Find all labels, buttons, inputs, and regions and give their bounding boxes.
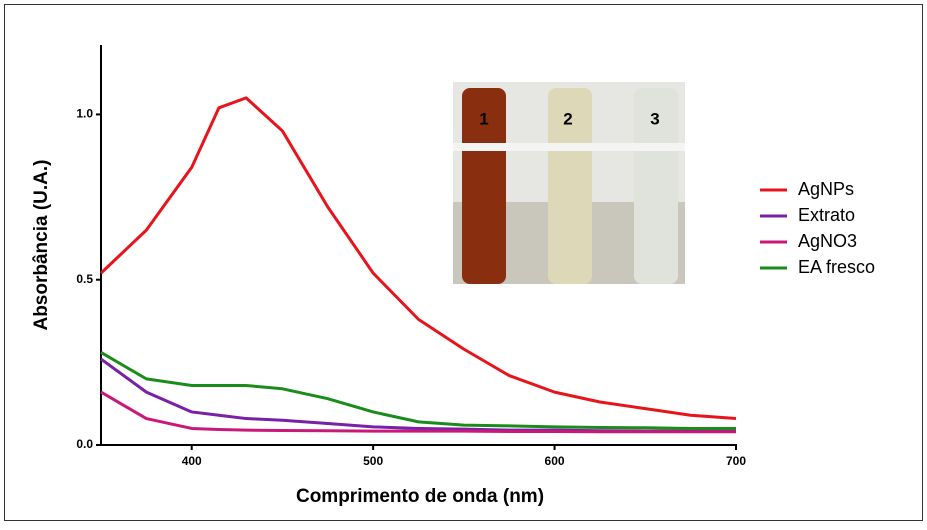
series-line <box>99 96 737 421</box>
inset-label: 2 <box>563 109 572 128</box>
x-tick-label: 600 <box>545 454 565 468</box>
legend-label: Extrato <box>798 205 855 225</box>
inset-label: 3 <box>650 109 659 128</box>
y-tick-label: 0.0 <box>76 437 93 451</box>
legend-label: EA fresco <box>798 257 875 277</box>
series-line <box>100 390 736 434</box>
inset-label: 1 <box>479 109 488 128</box>
x-axis-label: Comprimento de onda (nm) <box>296 486 544 507</box>
series-line <box>100 351 736 430</box>
legend-label: AgNPs <box>798 179 854 199</box>
inset-photo: 1 2 3 <box>453 82 685 284</box>
x-tick-label: 700 <box>726 454 746 468</box>
y-tick-label: 0.5 <box>76 272 93 286</box>
x-tick-label: 400 <box>182 454 202 468</box>
legend-label: AgNO3 <box>798 231 857 251</box>
y-axis-label: Absorbância (U.A.) <box>31 159 52 330</box>
y-tick-label: 1.0 <box>76 107 93 121</box>
x-tick-label: 500 <box>363 454 383 468</box>
